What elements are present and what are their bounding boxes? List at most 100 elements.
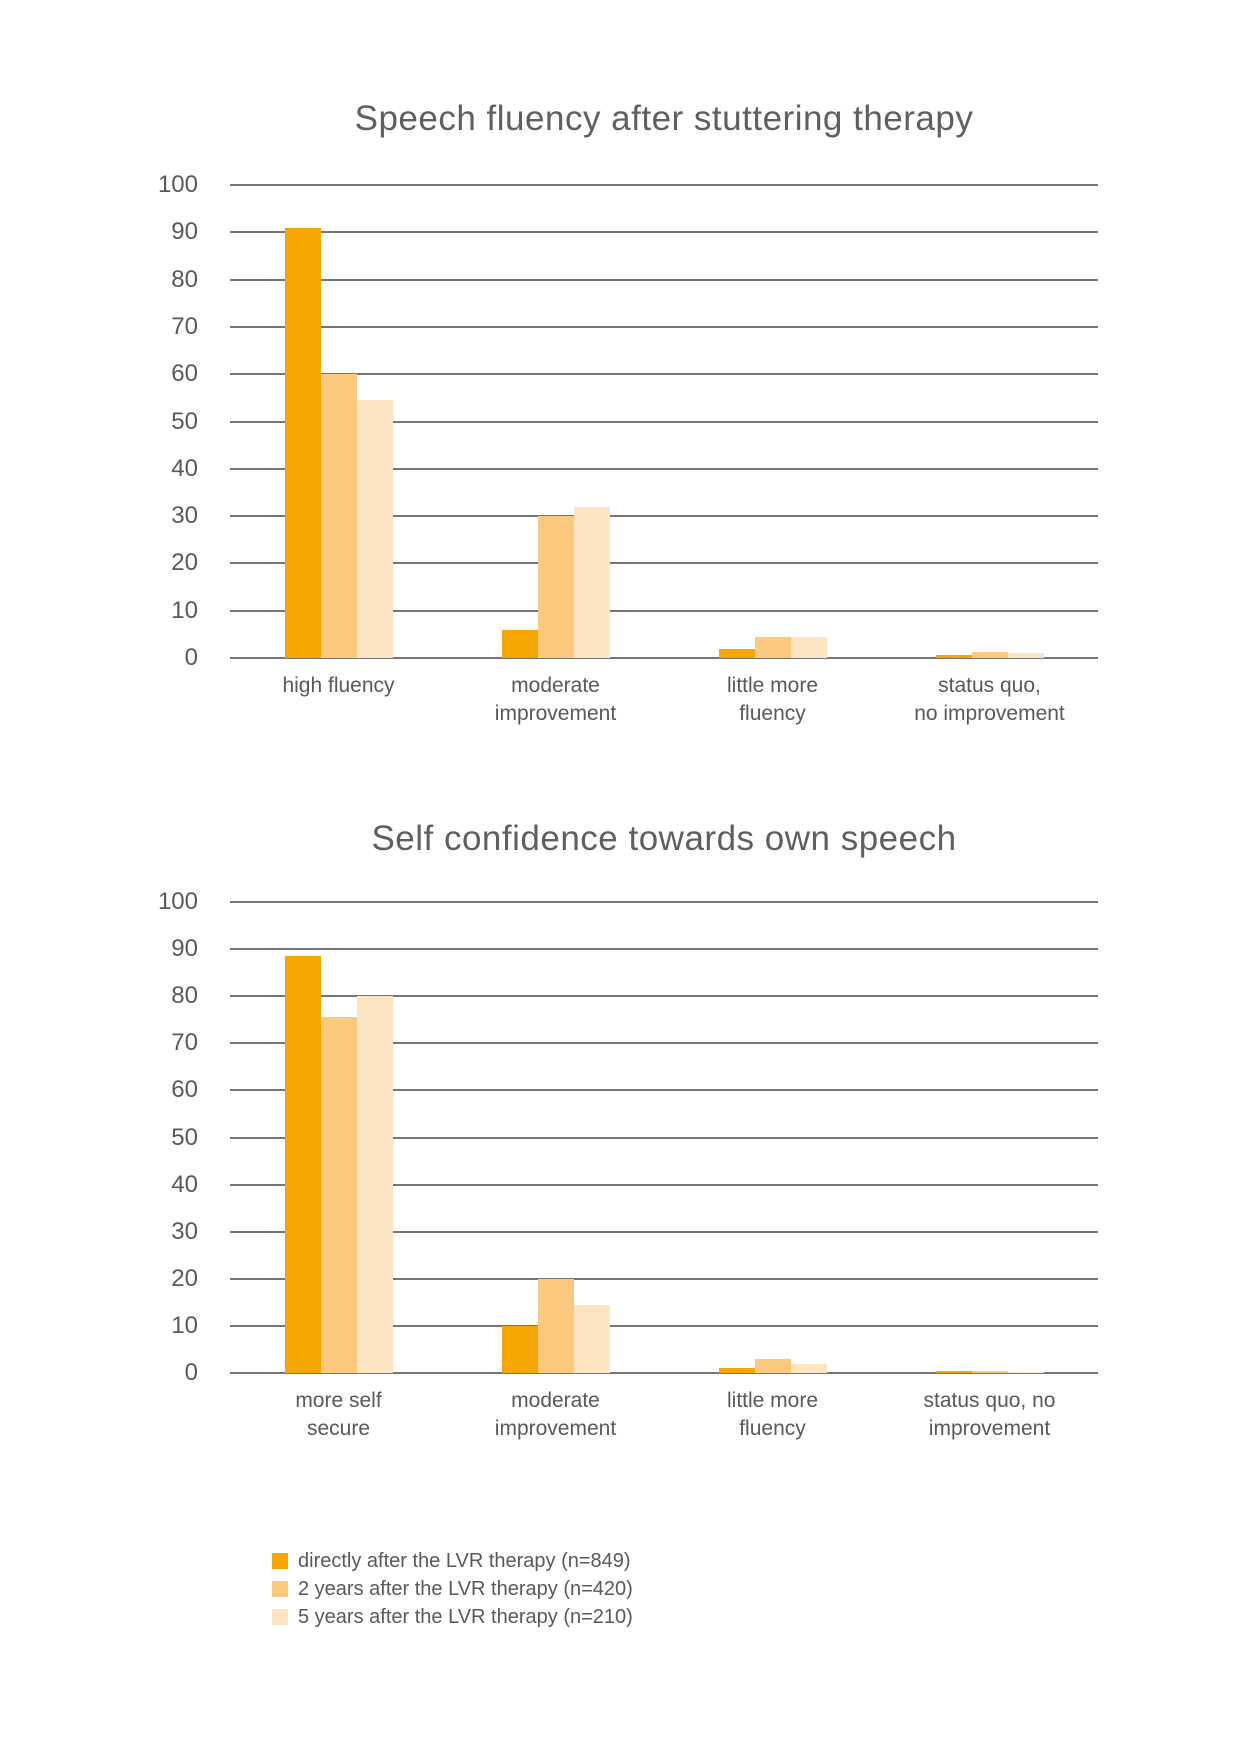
- gridline: [230, 231, 1098, 234]
- gridline: [230, 1372, 1098, 1374]
- y-axis-tick-label: 60: [171, 360, 198, 388]
- bar-group: [718, 902, 827, 1373]
- bar-group: [501, 185, 610, 658]
- bar-series-1: [935, 654, 972, 658]
- y-axis-tick-label: 90: [171, 218, 198, 246]
- bar-series-3: [790, 1363, 827, 1373]
- legend: directly after the LVR therapy (n=849) 2 …: [272, 1547, 633, 1631]
- y-axis-tick-label: 0: [184, 1359, 198, 1386]
- x-axis-category-label: status quo, no improvement: [923, 1389, 1056, 1440]
- bar-series-3: [573, 1304, 610, 1373]
- x-axis-labels: high fluency moderate improvement little m…: [230, 672, 1098, 728]
- bar-series-2: [971, 1370, 1008, 1373]
- bar-series-3: [1007, 1371, 1044, 1373]
- plot-area: 100 90 80 70 60 50 40 30 20 10 0: [158, 171, 1098, 671]
- legend-item: directly after the LVR therapy (n=849): [272, 1547, 633, 1575]
- gridline: [230, 995, 1098, 998]
- gridline: [230, 515, 1098, 518]
- legend-swatch: [272, 1553, 288, 1569]
- plot-area: 100 90 80 70 60 50 40 30 20 10 0: [158, 888, 1098, 1386]
- legend-item-label: 5 years after the LVR therapy (n=210): [298, 1605, 633, 1628]
- legend-swatch: [272, 1581, 288, 1597]
- legend-item-label: directly after the LVR therapy (n=849): [298, 1549, 631, 1572]
- y-axis-tick-label: 10: [171, 596, 198, 624]
- y-axis-tick-label: 60: [171, 1076, 198, 1104]
- bar-group: [501, 902, 610, 1373]
- bar-series-1: [718, 648, 755, 658]
- bar-group: [935, 185, 1044, 658]
- gridline: [230, 1277, 1098, 1280]
- chart-self-confidence: Self confidence towards own speech 100 90…: [158, 816, 1098, 1443]
- gridline: [230, 278, 1098, 281]
- bar-group: [284, 902, 393, 1373]
- y-axis-tick-label: 10: [171, 1311, 198, 1339]
- bar-series-1: [284, 227, 321, 658]
- x-axis-labels: more self secure moderate improvement litt…: [230, 1387, 1098, 1443]
- bar-series-1: [284, 956, 321, 1373]
- gridline: [230, 1042, 1098, 1045]
- gridline: [230, 609, 1098, 612]
- y-axis-tick-label: 40: [171, 454, 198, 482]
- x-axis-category-label: moderate improvement: [494, 1389, 617, 1440]
- y-axis-tick-label: 90: [171, 935, 198, 963]
- x-axis-category-label: more self secure: [295, 1389, 382, 1440]
- bar-group: [284, 185, 393, 658]
- gridline: [230, 1230, 1098, 1233]
- bar-series-2: [971, 652, 1008, 658]
- bar-series-2: [537, 516, 574, 658]
- bar-series-2: [754, 636, 791, 658]
- gridline: [230, 1089, 1098, 1092]
- bar-series-3: [573, 506, 610, 658]
- x-axis-category-label: moderate improvement: [494, 674, 617, 725]
- gridline: [230, 1136, 1098, 1139]
- legend-item: 5 years after the LVR therapy (n=210): [272, 1603, 633, 1631]
- gridline: [230, 1183, 1098, 1186]
- y-axis-tick-label: 50: [171, 1123, 198, 1151]
- y-axis-tick-label: 0: [184, 644, 198, 671]
- y-axis-tick-label: 70: [171, 1029, 198, 1057]
- gridline: [230, 467, 1098, 470]
- y-axis-tick-label: 30: [171, 502, 198, 530]
- y-axis-tick-label: 50: [171, 407, 198, 435]
- gridline: [230, 1324, 1098, 1327]
- bar-series-3: [790, 636, 827, 658]
- y-axis-tick-label: 20: [171, 1264, 198, 1292]
- gridline: [230, 562, 1098, 565]
- bar-series-3: [356, 996, 393, 1373]
- chart-title: Speech fluency after stuttering therapy: [354, 99, 974, 138]
- x-axis-category-label: little more fluency: [726, 674, 819, 725]
- bar-group: [935, 902, 1044, 1373]
- y-axis-tick-label: 20: [171, 549, 198, 577]
- chart-speech-fluency: Speech fluency after stuttering therapy …: [158, 96, 1098, 728]
- gridline: [230, 901, 1098, 903]
- gridline: [230, 373, 1098, 376]
- bar-series-2: [754, 1358, 791, 1373]
- bar-series-1: [501, 629, 538, 658]
- bar-series-3: [356, 400, 393, 658]
- bar-series-2: [320, 374, 357, 658]
- y-axis-tick-label: 30: [171, 1217, 198, 1245]
- gridline: [230, 184, 1098, 186]
- bar-series-1: [935, 1370, 972, 1373]
- legend-swatch: [272, 1609, 288, 1625]
- y-axis-tick-label: 100: [157, 171, 198, 198]
- gridline: [230, 948, 1098, 951]
- bar-group: [718, 185, 827, 658]
- bar-series-2: [537, 1278, 574, 1373]
- gridline: [230, 420, 1098, 423]
- y-axis-tick-label: 70: [171, 312, 198, 340]
- bar-series-1: [718, 1368, 755, 1373]
- gridline: [230, 657, 1098, 659]
- gridline: [230, 325, 1098, 328]
- y-axis-tick-label: 100: [157, 888, 198, 915]
- bar-series-1: [501, 1325, 538, 1373]
- x-axis-category-label: high fluency: [282, 674, 395, 697]
- x-axis-category-label: little more fluency: [726, 1389, 819, 1440]
- y-axis-tick-label: 80: [171, 265, 198, 293]
- bar-series-3: [1007, 653, 1044, 658]
- bar-series-2: [320, 1017, 357, 1373]
- x-axis-category-label: status quo, no improvement: [914, 674, 1065, 725]
- y-axis-tick-label: 40: [171, 1170, 198, 1198]
- legend-item-label: 2 years after the LVR therapy (n=420): [298, 1577, 633, 1600]
